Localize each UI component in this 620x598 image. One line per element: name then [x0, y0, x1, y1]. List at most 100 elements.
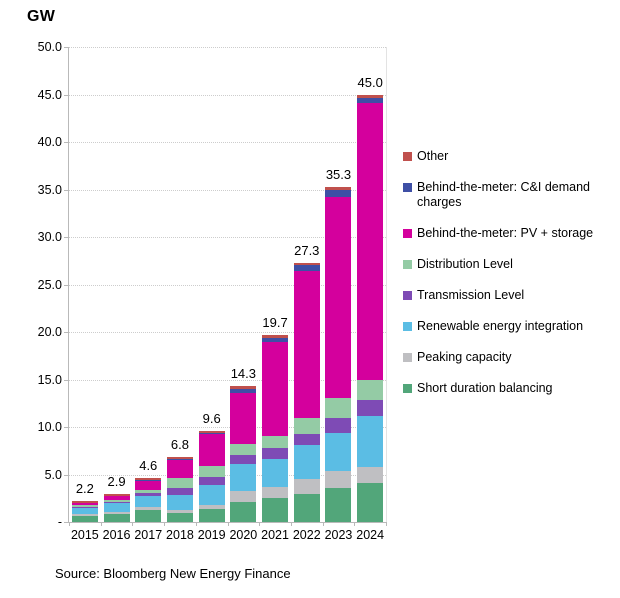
segment-renewable-energy-integration — [230, 464, 257, 491]
legend-swatch — [403, 291, 412, 300]
legend-item-renewable-energy-integration: Renewable energy integration — [403, 319, 615, 334]
bar-total-label: 9.6 — [202, 410, 221, 426]
segment-distribution-level — [325, 397, 352, 418]
segment-renewable-energy-integration — [293, 445, 320, 480]
segment-short-duration-balancing — [357, 483, 384, 522]
segment-peaking-capacity — [135, 506, 162, 510]
segment-distribution-level — [166, 478, 193, 488]
segment-other — [135, 478, 162, 481]
segment-transmission-level — [325, 417, 352, 433]
segment-peaking-capacity — [71, 514, 98, 517]
segment-renewable-energy-integration — [103, 502, 130, 512]
segment-renewable-energy-integration — [166, 495, 193, 510]
x-axis-label: 2022 — [292, 528, 321, 542]
segment-behind-the-meter-pv-storage — [230, 392, 257, 445]
segment-distribution-level — [103, 499, 130, 502]
segment-behind-the-meter-pv-storage — [103, 496, 130, 500]
legend-item-distribution-level: Distribution Level — [403, 257, 615, 272]
stacked-bar-2022 — [293, 262, 320, 522]
y-axis-labels: 50.0 45.0 40.0 35.0 30.0 25.0 20.0 15.0 10.0 5.0 - — [14, 40, 62, 529]
segment-distribution-level — [262, 436, 289, 448]
x-axis-label: 2018 — [166, 528, 194, 542]
stacked-bar-2024 — [357, 94, 384, 522]
legend-label: Renewable energy integration — [417, 319, 584, 333]
segment-distribution-level — [293, 418, 320, 434]
x-axis-label: 2019 — [197, 528, 226, 542]
legend-item-other: Other — [403, 149, 615, 164]
segment-behind-the-meter-c-i-demand-charges — [262, 337, 289, 343]
segment-behind-the-meter-c-i-demand-charges — [166, 459, 193, 461]
gridline — [69, 379, 386, 381]
segment-behind-the-meter-c-i-demand-charges — [357, 97, 384, 104]
legend-swatch — [403, 229, 412, 238]
segment-short-duration-balancing — [166, 512, 193, 522]
stacked-bar-2016 — [103, 494, 130, 522]
segment-behind-the-meter-pv-storage — [198, 433, 225, 467]
segment-short-duration-balancing — [262, 498, 289, 522]
segment-renewable-energy-integration — [262, 459, 289, 487]
x-axis-label: 2015 — [70, 528, 99, 542]
y-axis-label: 35.0 — [37, 182, 62, 197]
segment-other — [230, 386, 257, 390]
bar-slot-2015: 2.2 2015 — [69, 47, 101, 542]
x-axis-label: 2021 — [261, 528, 289, 542]
segment-renewable-energy-integration — [135, 496, 162, 507]
x-axis-tick — [69, 522, 70, 526]
bar-slot-2017: 4.6 2017 — [132, 47, 164, 542]
segment-distribution-level — [357, 379, 384, 400]
segment-other — [262, 334, 289, 338]
legend-item-behind-the-meter-c-i-demand-charges: Behind-the-meter: C&I demand charges — [403, 180, 615, 210]
x-axis-tick — [132, 522, 134, 526]
segment-behind-the-meter-pv-storage — [71, 503, 98, 506]
stacked-bar-2018 — [166, 457, 193, 522]
legend: Other Behind-the-meter: C&I demand charge… — [403, 149, 615, 412]
legend-label: Behind-the-meter: PV + storage — [417, 226, 594, 240]
segment-short-duration-balancing — [71, 516, 98, 522]
segment-peaking-capacity — [325, 470, 352, 488]
x-axis-tick — [386, 522, 387, 526]
segment-other — [357, 94, 384, 98]
y-axis-tick — [64, 94, 68, 96]
segment-peaking-capacity — [230, 490, 257, 503]
segment-renewable-energy-integration — [198, 485, 225, 505]
bar-slot-2018: 6.8 2018 — [164, 47, 196, 542]
y-axis-tick — [64, 522, 68, 523]
bar-slot-2016: 2.9 2016 — [101, 47, 133, 542]
segment-behind-the-meter-pv-storage — [293, 271, 320, 419]
segment-distribution-level — [71, 505, 98, 507]
segment-transmission-level — [198, 477, 225, 486]
bar-slot-2023: 35.3 2023 — [323, 47, 355, 542]
segment-short-duration-balancing — [230, 502, 257, 522]
segment-behind-the-meter-c-i-demand-charges — [325, 189, 352, 198]
x-axis-tick — [322, 522, 324, 526]
segment-behind-the-meter-pv-storage — [357, 103, 384, 380]
segment-other — [293, 262, 320, 266]
segment-transmission-level — [230, 454, 257, 465]
y-axis-label: 5.0 — [44, 467, 62, 482]
legend-label: Transmission Level — [417, 288, 525, 302]
x-axis-label: 2023 — [324, 528, 353, 542]
y-axis-tick — [64, 237, 68, 238]
x-axis-tick — [227, 522, 229, 526]
segment-transmission-level — [135, 493, 162, 497]
gridline — [69, 427, 386, 428]
segment-behind-the-meter-pv-storage — [166, 460, 193, 479]
segment-other — [166, 457, 193, 460]
legend-swatch — [403, 152, 412, 161]
bar-total-label: 6.8 — [170, 437, 189, 453]
bar-slot-2019: 9.6 2019 — [196, 47, 228, 542]
y-axis-label: 45.0 — [37, 87, 62, 102]
gridline — [69, 237, 386, 238]
bar-total-label: 19.7 — [262, 314, 288, 330]
segment-renewable-energy-integration — [357, 415, 384, 468]
segment-transmission-level — [262, 447, 289, 460]
segment-distribution-level — [198, 466, 225, 478]
y-axis-label: 15.0 — [37, 372, 62, 387]
legend-label: Short duration balancing — [417, 381, 553, 395]
segment-behind-the-meter-pv-storage — [262, 342, 289, 437]
gridline — [69, 332, 386, 333]
source-attribution: Source: Bloomberg New Energy Finance — [55, 566, 291, 581]
y-axis-tick — [64, 284, 68, 286]
x-axis-tick — [290, 522, 292, 526]
bar-slot-2021: 19.7 2021 — [259, 47, 291, 542]
